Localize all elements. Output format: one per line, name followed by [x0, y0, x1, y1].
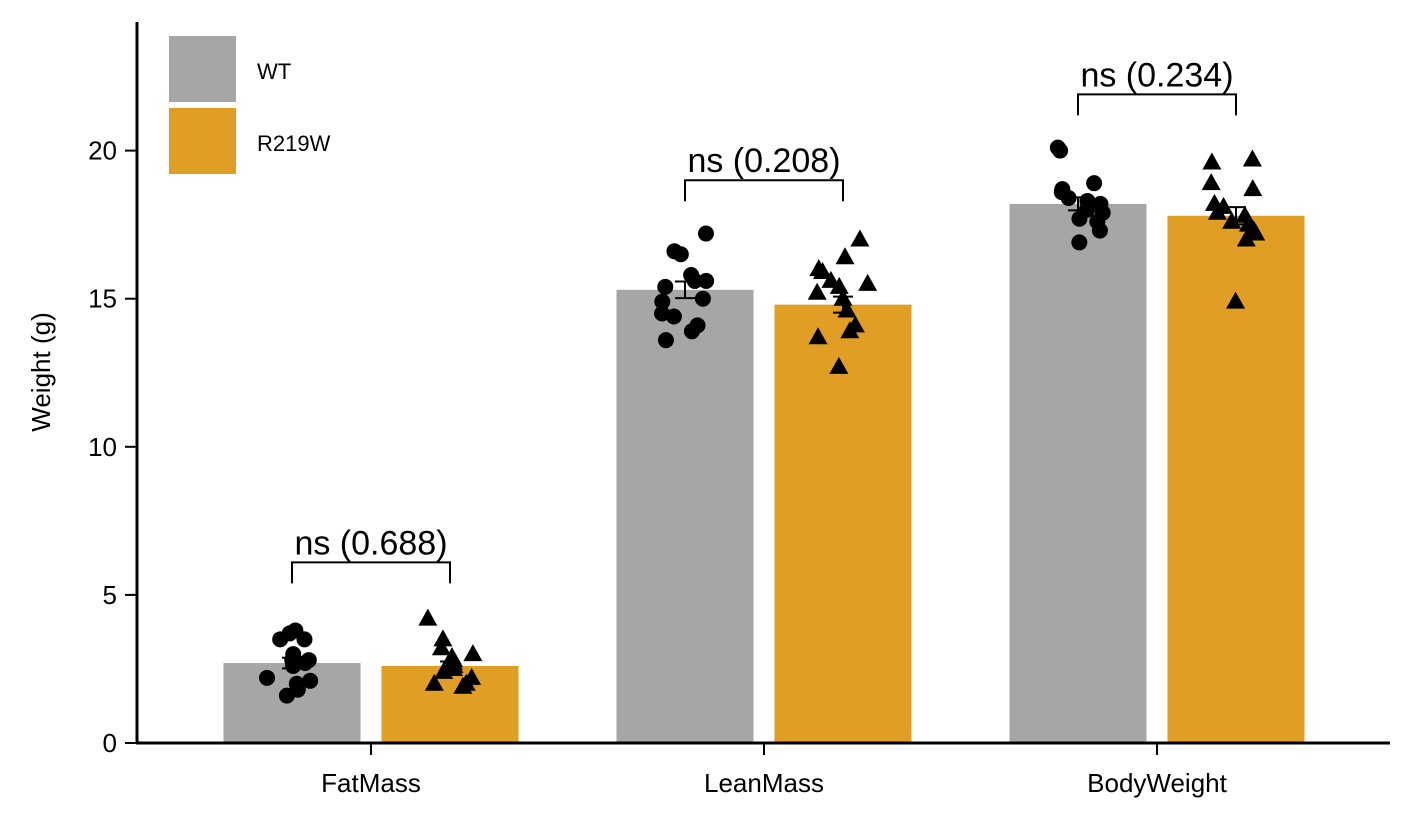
y-tick-label: 5 [103, 580, 117, 610]
data-point-r219w [833, 288, 853, 306]
significance-label: ns (0.208) [687, 142, 840, 180]
axes: 0 5 10 15 20 FatMass LeanMass BodyWeight [88, 22, 1390, 798]
data-point-wt [1091, 222, 1108, 239]
x-tick-label: BodyWeight [1087, 768, 1227, 798]
data-point-r219w [840, 321, 860, 339]
data-point-wt [272, 631, 289, 648]
data-point-r219w [807, 282, 827, 300]
data-point-r219w [431, 638, 451, 656]
legend-item-r219w: R219W [169, 108, 331, 174]
data-point-r219w [418, 608, 438, 626]
data-point-wt [259, 669, 276, 686]
data-point-wt [278, 687, 295, 704]
bar-leanmass-wt [616, 289, 754, 743]
data-point-r219w [1242, 149, 1262, 167]
data-point-wt [297, 655, 314, 672]
data-point-r219w [433, 629, 453, 647]
data-point-r219w [858, 273, 878, 291]
data-point-r219w [1202, 152, 1222, 170]
bars-layer [223, 203, 1305, 743]
legend-label: WT [257, 59, 291, 84]
data-point-r219w [1226, 291, 1246, 309]
data-point-r219w [829, 276, 849, 294]
data-point-r219w [835, 247, 855, 265]
data-point-r219w [1201, 173, 1221, 191]
data-point-r219w [424, 673, 444, 691]
y-tick-label: 15 [88, 284, 117, 314]
points-layer [259, 139, 1266, 704]
legend-item-wt: WT [169, 36, 291, 102]
legend: WT R219W [169, 36, 331, 174]
legend-swatch [169, 108, 236, 174]
data-point-wt [683, 323, 700, 340]
legend-swatch [169, 36, 236, 102]
data-point-wt [686, 272, 703, 289]
data-point-wt [697, 225, 714, 242]
data-point-wt [1060, 189, 1077, 206]
data-point-wt [285, 657, 302, 674]
legend-label: R219W [257, 131, 331, 156]
significance-label: ns (0.688) [294, 524, 447, 562]
significance-bracket [291, 561, 451, 584]
data-point-r219w [1243, 179, 1263, 197]
data-point-wt [657, 332, 674, 349]
data-point-r219w [1246, 223, 1266, 241]
data-point-r219w [463, 644, 483, 662]
y-tick-label: 20 [88, 136, 117, 166]
significance-label: ns (0.234) [1080, 56, 1233, 94]
significance-annotations: ns (0.688) ns (0.208) ns (0.234) [291, 56, 1237, 584]
data-point-wt [285, 646, 302, 663]
y-tick-label: 10 [88, 432, 117, 462]
data-point-wt [654, 293, 671, 310]
data-point-wt [1071, 234, 1088, 251]
significance-fatmass: ns (0.688) [291, 524, 451, 584]
data-point-r219w [850, 229, 870, 247]
y-axis-title: Weight (g) [26, 312, 56, 431]
data-point-wt [698, 272, 715, 289]
x-tick-label: LeanMass [704, 768, 824, 798]
data-point-wt [302, 672, 319, 689]
data-point-r219w [1236, 229, 1256, 247]
data-point-wt [665, 308, 682, 325]
data-point-wt [1071, 210, 1088, 227]
significance-leanmass: ns (0.208) [684, 142, 844, 202]
bar-fatmass-wt [223, 663, 361, 743]
significance-bodyweight: ns (0.234) [1077, 56, 1237, 116]
data-point-r219w [829, 356, 849, 374]
data-point-r219w [837, 300, 857, 318]
data-point-wt [1049, 139, 1066, 156]
data-point-r219w [1207, 202, 1227, 220]
y-tick-label: 0 [103, 728, 117, 758]
data-point-r219w [808, 327, 828, 345]
data-point-wt [1086, 175, 1103, 192]
bar-leanmass-r219w [774, 304, 912, 743]
significance-bracket [684, 179, 844, 202]
bar-bodyweight-wt [1009, 203, 1147, 743]
data-point-r219w [453, 676, 473, 694]
significance-bracket [1077, 93, 1237, 116]
data-point-wt [657, 278, 674, 295]
data-point-r219w [813, 262, 833, 280]
data-point-r219w [1222, 211, 1242, 229]
data-point-r219w [434, 661, 454, 679]
data-point-wt [666, 243, 683, 260]
x-tick-label: FatMass [321, 768, 421, 798]
data-point-wt [694, 290, 711, 307]
